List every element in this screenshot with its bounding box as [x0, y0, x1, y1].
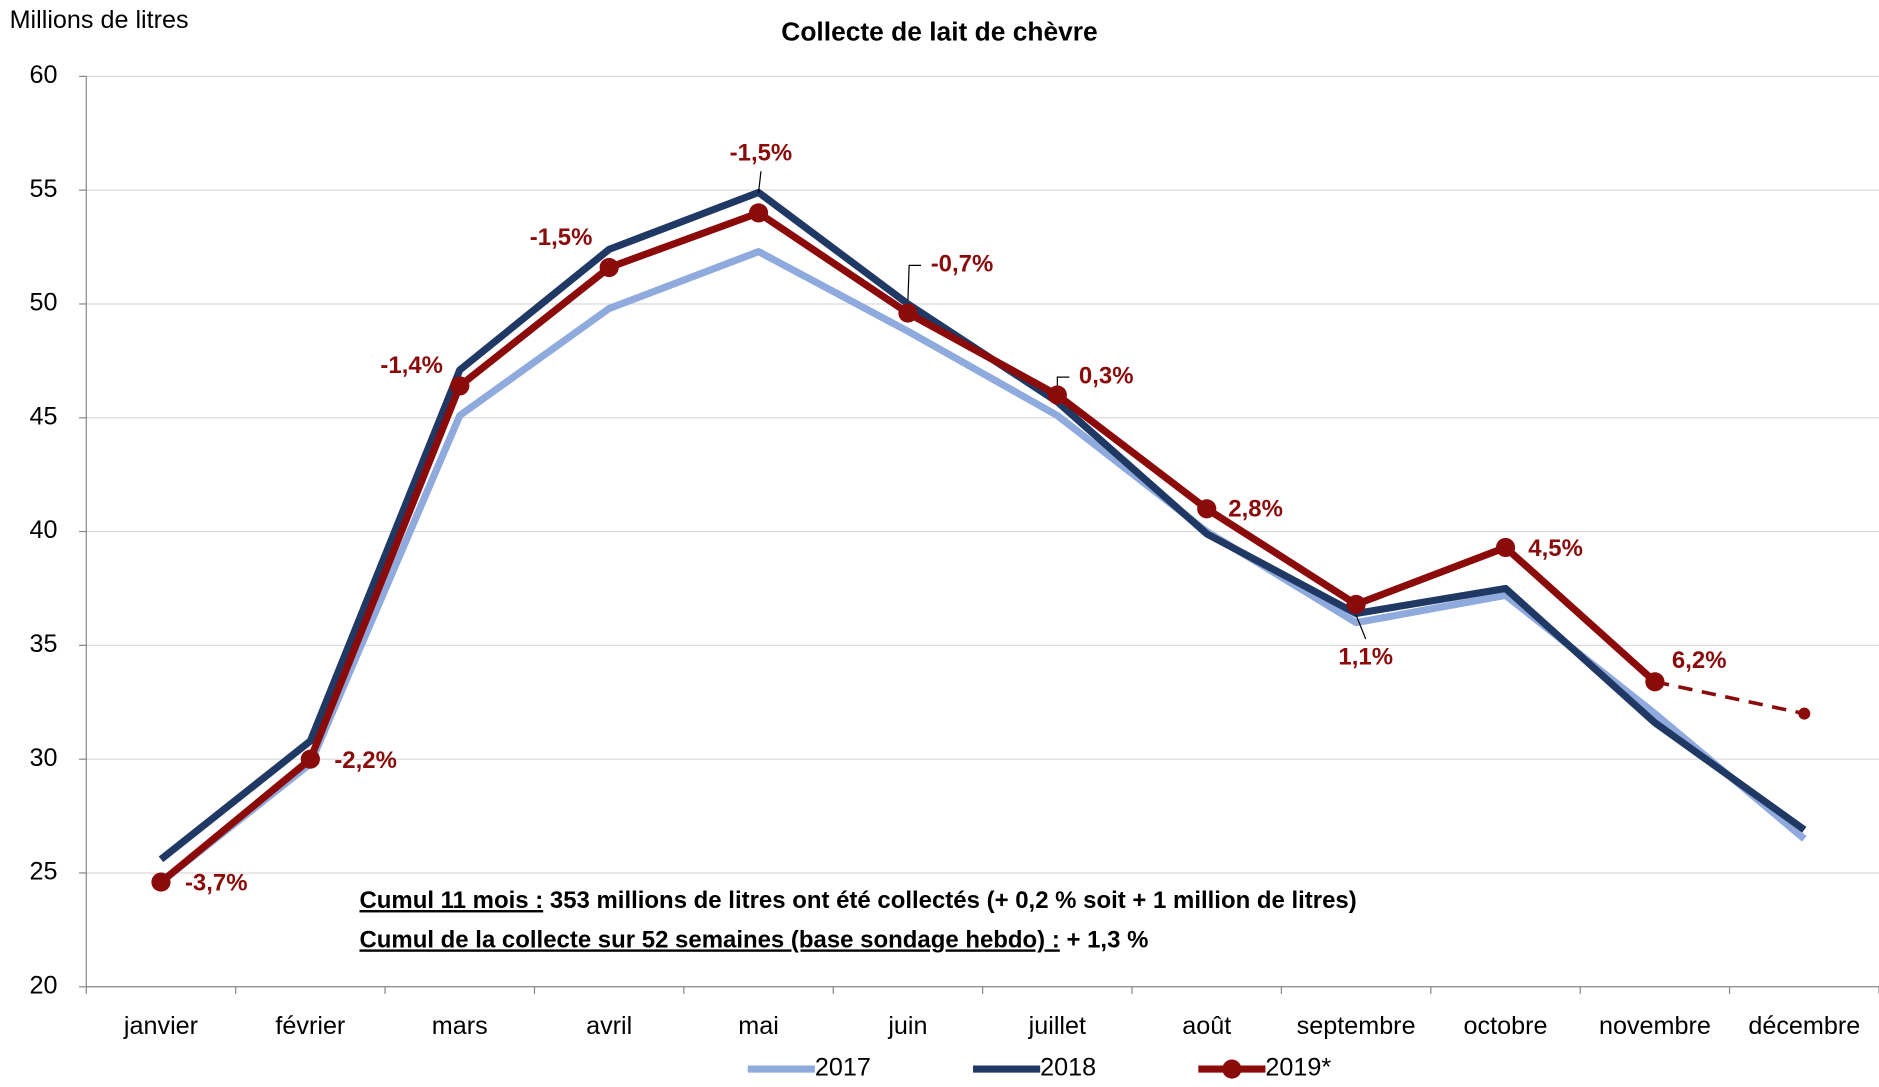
leader-line — [757, 171, 762, 193]
marker — [151, 872, 171, 892]
note: Cumul 11 mois : 353 millions de litres o… — [360, 887, 1357, 914]
data-label: -0,7% — [931, 251, 994, 278]
marker — [1047, 385, 1067, 405]
note: Cumul de la collecte sur 52 semaines (ba… — [360, 927, 1149, 954]
data-label: -2,2% — [334, 747, 397, 774]
x-tick-label: août — [1182, 1012, 1231, 1040]
x-tick-label: septembre — [1297, 1012, 1416, 1040]
data-label: -1,4% — [380, 352, 443, 379]
legend-label: 2019* — [1265, 1054, 1331, 1082]
data-label: -1,5% — [530, 224, 593, 251]
x-tick-label: mars — [432, 1012, 488, 1040]
leader-line — [907, 264, 922, 300]
y-tick-label: 30 — [30, 744, 58, 772]
leader-line — [1056, 376, 1070, 386]
x-tick-label: janvier — [123, 1012, 198, 1040]
note-underlined: Cumul de la collecte sur 52 semaines (ba… — [360, 927, 1060, 954]
y-tick-label: 45 — [30, 402, 58, 430]
y-tick-label: 25 — [30, 858, 58, 886]
marker — [599, 258, 619, 278]
legend-label: 2018 — [1040, 1054, 1096, 1082]
x-tick-label: février — [275, 1012, 345, 1040]
x-tick-label: juin — [887, 1012, 927, 1040]
marker — [300, 749, 320, 769]
chart-title: Collecte de lait de chèvre — [781, 16, 1097, 46]
data-label: 4,5% — [1528, 535, 1583, 562]
data-label: 1,1% — [1338, 643, 1393, 670]
marker — [898, 303, 918, 323]
x-tick-label: mai — [738, 1012, 779, 1040]
note-underlined: Cumul 11 mois : — [360, 887, 544, 914]
x-tick-label: décembre — [1748, 1012, 1860, 1040]
marker — [1495, 537, 1516, 558]
note-text: 353 millions de litres ont été collectés… — [543, 887, 1357, 914]
y-tick-label: 50 — [30, 289, 58, 317]
note-text: + 1,3 % — [1060, 927, 1149, 954]
x-tick-label: avril — [586, 1012, 632, 1040]
x-tick-label: juillet — [1028, 1012, 1086, 1040]
series-line — [158, 248, 1807, 885]
marker — [748, 203, 769, 223]
data-label: -3,7% — [185, 870, 248, 897]
y-tick-label: 35 — [30, 630, 58, 658]
legend-label: 2017 — [815, 1054, 871, 1082]
data-label: 2,8% — [1228, 495, 1283, 522]
data-label: 0,3% — [1079, 362, 1134, 389]
legend-marker — [1222, 1059, 1242, 1079]
series-line — [1654, 680, 1805, 716]
marker — [1798, 707, 1811, 720]
y-tick-label: 20 — [30, 971, 58, 999]
data-label: 6,2% — [1672, 647, 1727, 674]
data-label: -1,5% — [730, 140, 793, 167]
y-tick-label: 55 — [30, 175, 58, 203]
y-tick-label: 60 — [30, 61, 58, 89]
marker — [1645, 672, 1665, 692]
marker — [450, 376, 470, 396]
marker — [1197, 499, 1217, 519]
leader-line — [1355, 614, 1367, 640]
x-tick-label: octobre — [1464, 1012, 1548, 1040]
x-tick-label: novembre — [1599, 1012, 1711, 1040]
marker — [1346, 594, 1366, 614]
y-axis-label: Millions de litres — [10, 6, 189, 34]
y-tick-label: 40 — [30, 516, 58, 544]
